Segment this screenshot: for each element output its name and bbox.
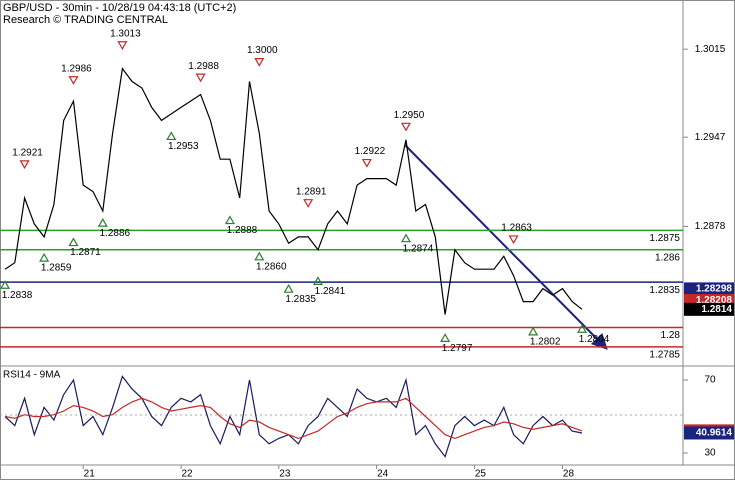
low-label: 1.2797: [442, 343, 473, 354]
x-tick-label: 25: [475, 469, 487, 480]
level-label: 1.2875: [649, 233, 680, 244]
low-marker: [576, 324, 588, 333]
value-box: [684, 426, 734, 440]
low-label: 1.2953: [168, 141, 199, 152]
low-marker: [39, 252, 50, 262]
high-label: 1.2863: [501, 223, 532, 234]
low-marker: [254, 251, 265, 261]
low-marker: [400, 233, 412, 243]
chart-subtitle: Research © TRADING CENTRAL: [3, 14, 168, 26]
low-marker: [312, 276, 323, 285]
level-label: 1.2835: [649, 285, 680, 296]
low-label: 1.2860: [256, 261, 287, 272]
y-tick-label: 1.2947: [695, 132, 726, 143]
low-label: 1.2838: [2, 290, 33, 301]
low-marker: [224, 215, 235, 225]
y-tick-label: 70: [704, 375, 716, 386]
low-label: 1.2802: [530, 337, 561, 348]
low-marker: [0, 280, 11, 289]
low-label: 1.2841: [315, 286, 346, 297]
x-tick-label: 22: [181, 469, 193, 480]
series-line: [4, 375, 583, 458]
high-label: 1.2988: [188, 61, 219, 72]
level-label: 1.286: [655, 252, 680, 263]
low-label: 1.2886: [100, 228, 131, 239]
value-box: [684, 302, 734, 316]
y-tick-label: 1.3015: [695, 44, 726, 55]
high-label: 1.2950: [394, 110, 425, 121]
high-marker: [508, 235, 519, 245]
low-marker: [68, 237, 79, 247]
y-tick-label: 1.2878: [695, 221, 726, 232]
high-marker: [303, 199, 314, 208]
x-tick-label: 21: [84, 469, 96, 480]
low-label: 1.2871: [70, 247, 101, 258]
high-label: 1.2921: [12, 147, 43, 158]
x-tick-label: 28: [563, 469, 575, 480]
x-tick-label: 24: [377, 469, 389, 480]
low-marker: [440, 333, 451, 342]
low-label: 1.2888: [227, 225, 258, 236]
high-marker: [68, 76, 79, 85]
high-label: 1.3000: [247, 45, 278, 56]
low-marker: [528, 326, 539, 336]
low-label: 1.2859: [41, 263, 72, 274]
level-label: 1.28: [661, 330, 681, 341]
y-tick-label: 30: [704, 448, 716, 459]
low-label: 1.2804: [579, 334, 610, 345]
low-marker: [97, 217, 108, 227]
high-label: 1.2922: [355, 146, 386, 157]
high-label: 1.2891: [296, 186, 327, 197]
level-label: 1.2785: [649, 350, 680, 361]
value-box-label: 1.2814: [701, 304, 732, 315]
low-marker: [283, 283, 294, 293]
series-line: [4, 67, 583, 315]
high-marker: [117, 41, 128, 50]
chart-title: GBP/USD - 30min - 10/28/19 04:43:18 (UTC…: [3, 2, 236, 14]
series-line: [4, 397, 583, 440]
high-marker: [195, 73, 206, 83]
high-label: 1.2986: [61, 63, 92, 74]
high-marker: [19, 160, 30, 170]
low-label: 1.2874: [403, 243, 434, 254]
low-marker: [166, 131, 177, 141]
high-marker: [254, 57, 265, 67]
low-label: 1.2835: [285, 294, 316, 305]
high-marker: [400, 122, 412, 132]
value-box-label: 40.9614: [696, 428, 733, 439]
trend-line: [404, 144, 608, 350]
high-label: 1.3013: [110, 28, 141, 39]
value-box-label: 1.28208: [696, 295, 733, 306]
high-marker: [361, 158, 372, 168]
x-tick-label: 23: [279, 469, 291, 480]
rsi-title: RSI14 - 9MA: [3, 370, 61, 381]
value-box: [684, 282, 734, 296]
value-box-label: 1.28298: [696, 284, 733, 295]
